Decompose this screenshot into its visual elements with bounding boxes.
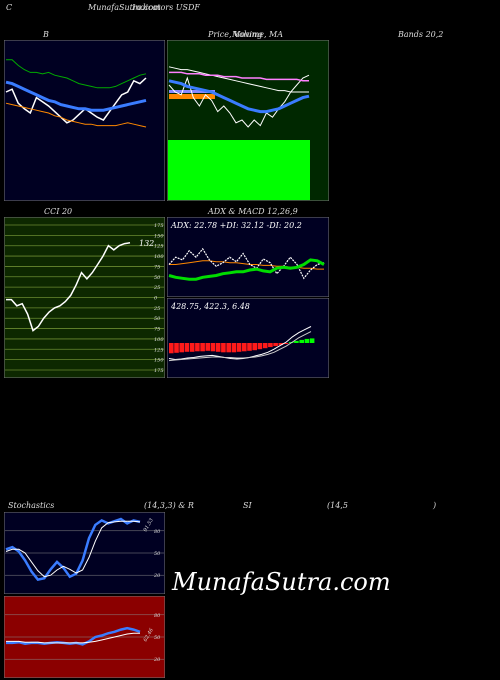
rsi-ma-line	[6, 632, 140, 644]
header-title: MunafaSutra.com	[88, 3, 161, 12]
macd-histogram-bar	[184, 343, 190, 352]
cci-tick-label: 150	[154, 358, 164, 364]
bollinger-chart	[4, 40, 165, 201]
macd-histogram-bar	[174, 343, 179, 353]
macd-histogram-bar	[210, 343, 216, 352]
rsi-params: (14,5	[327, 501, 348, 510]
adx-background	[167, 217, 329, 297]
macd-histogram-bar	[179, 343, 184, 353]
cci-tick-label: 125	[154, 244, 164, 250]
price-volume-chart	[167, 40, 329, 201]
macd-histogram-bar	[189, 343, 195, 352]
macd-histogram-bar	[247, 343, 252, 351]
price-ma_fast-line	[168, 79, 310, 114]
adx-values: ADX: 22.78 +DI: 32.12 -DI: 20.2	[170, 221, 302, 230]
volume-bar	[168, 140, 310, 200]
price-chart-title: Price, Volume, MA	[208, 30, 284, 39]
cci-label: CCI 20	[44, 207, 73, 216]
bollinger-background	[4, 40, 165, 201]
macd-macd-line	[168, 326, 312, 361]
header-left: C	[6, 3, 13, 12]
rsi-tick-label: 80	[154, 613, 161, 619]
watermark: MunafaSutra.com	[172, 568, 391, 596]
stochastics-tick-label: 80	[154, 529, 161, 535]
bollinger-upper-line	[6, 59, 147, 89]
bollinger-label: B	[43, 30, 49, 39]
macd-histogram-bar	[257, 343, 263, 350]
macd-histogram-bar	[278, 343, 284, 346]
macd-histogram-bar	[195, 343, 200, 352]
macd-histogram-bar	[221, 343, 226, 353]
macd-histogram-bar	[200, 343, 205, 352]
cci-tick-label: 50	[154, 316, 161, 322]
macd-histogram-bar	[283, 343, 289, 344]
macd-histogram-bar	[309, 338, 315, 343]
cci-tick-label: 100	[154, 337, 164, 343]
macd-histogram-bar	[169, 343, 174, 354]
macd-values: 428.75, 422.3, 6.48	[170, 302, 250, 311]
macd-histogram-bar	[268, 343, 273, 348]
cci-tick-label: 0	[154, 296, 158, 302]
macd-histogram-bar	[299, 339, 304, 343]
cci-current-label: 132	[139, 239, 154, 248]
bollinger-price-line	[5, 77, 147, 124]
stochastics-params: (14,3,3) & R	[144, 501, 194, 510]
adx-macd-label: ADX & MACD 12,26,9	[208, 207, 298, 216]
rsi-close-paren: )	[433, 501, 437, 510]
cci-tick-label: 25	[153, 306, 160, 312]
cci-tick-label: 175	[154, 223, 164, 229]
rsi-tick-label: 20	[153, 657, 161, 663]
macd-histogram-bar	[231, 343, 237, 353]
adx-minus_di-line	[168, 258, 325, 281]
cci-tick-label: 150	[154, 233, 164, 239]
macd-histogram-bar	[215, 343, 221, 352]
bollinger-middle-line	[5, 80, 147, 112]
cci-line	[6, 242, 131, 332]
header-subtitle: Indicators USDF	[132, 3, 200, 12]
macd-histogram-bar	[262, 343, 268, 349]
stochastics-label: Stochastics	[8, 501, 55, 510]
cci-tick-label: 100	[154, 254, 164, 260]
rsi-mid-label: SI	[243, 501, 252, 510]
price-highlight-bar-2	[169, 90, 215, 93]
price-ma_slow-line	[168, 66, 309, 93]
cci-tick-label: 75	[154, 327, 160, 333]
macd-chart: 428.75, 422.3, 6.48	[167, 298, 329, 378]
cci-tick-label: 75	[154, 264, 160, 270]
stochastics-tick-label: 50	[154, 551, 161, 557]
cci-tick-label: 125	[154, 347, 164, 353]
cci-tick-label: 25	[153, 285, 160, 291]
stochastics-tick-label: 20	[153, 573, 161, 579]
macd-histogram-bar	[294, 340, 299, 343]
cci-tick-label: 50	[154, 275, 161, 281]
macd-histogram-bar	[242, 343, 247, 352]
bands-label: Bands 20,2	[398, 30, 444, 39]
stochastics-d-line	[5, 520, 141, 578]
price-price-line	[168, 74, 310, 128]
cci-tick-label: 175	[154, 368, 164, 374]
adx-chart: ADX: 22.78 +DI: 32.12 -DI: 20.2	[167, 217, 329, 297]
price-ma_long-line	[169, 71, 309, 82]
macd-background	[167, 298, 329, 378]
cci-chart: 175 150 125 100 75 50 25 0 25 50 75 100 125 150 175 13…	[4, 217, 165, 378]
price-highlight-bar	[169, 94, 215, 99]
macd-histogram-bar	[273, 343, 278, 347]
macd-histogram-bar	[226, 343, 231, 353]
rsi-tick-label: 50	[154, 635, 161, 641]
macd-signal-line	[168, 331, 312, 362]
price-chart-title-overlap: Moving	[232, 30, 263, 39]
macd-histogram-bar	[252, 343, 257, 351]
macd-histogram-bar	[236, 343, 242, 352]
macd-histogram-bar	[304, 338, 310, 343]
stochastics-k-line	[5, 517, 141, 581]
macd-histogram-bar	[205, 343, 211, 351]
bollinger-lower-line	[5, 102, 147, 128]
